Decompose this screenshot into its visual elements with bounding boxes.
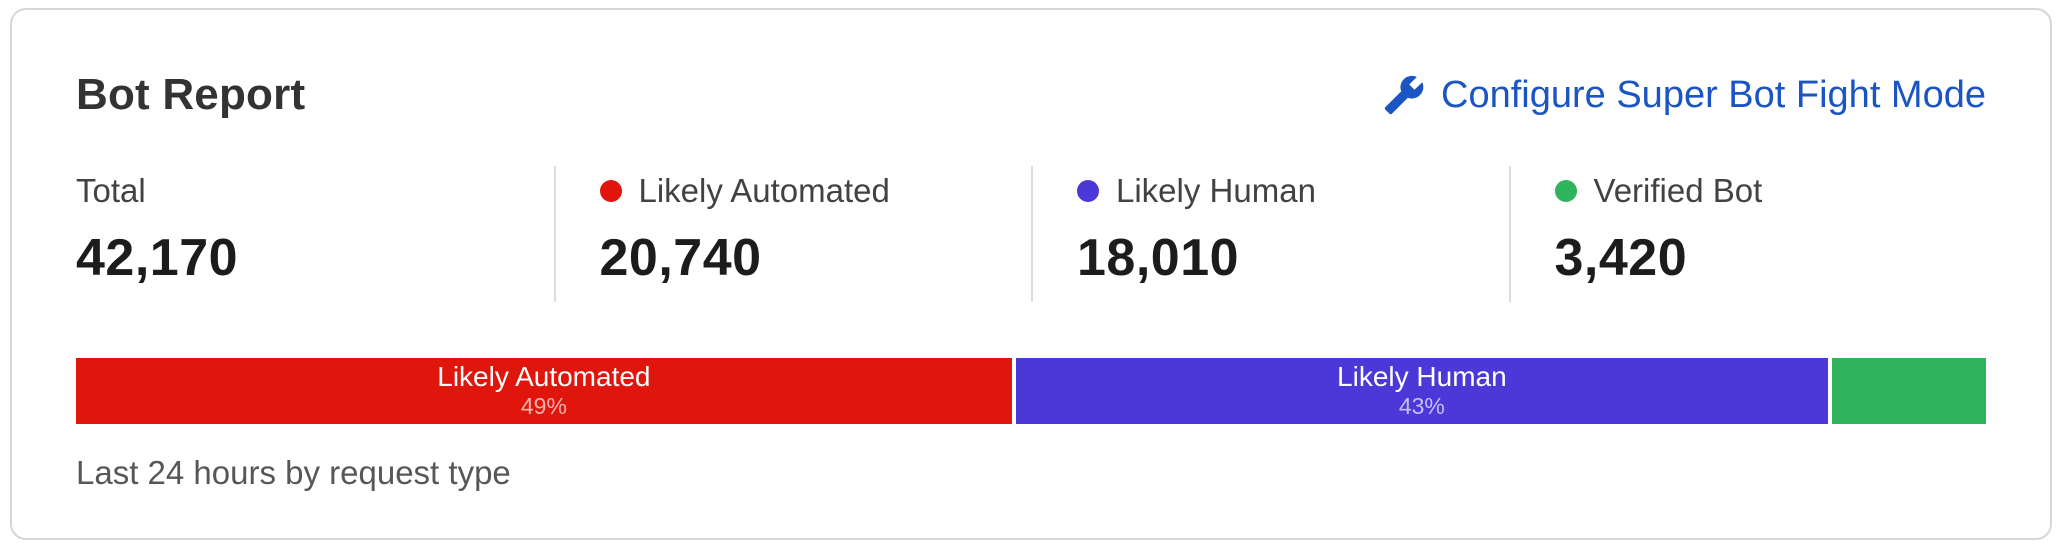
bot-report-card: Bot Report Configure Super Bot Fight Mod… bbox=[10, 8, 2052, 540]
stat-label: Verified Bot bbox=[1593, 172, 1763, 209]
configure-super-bot-fight-mode-link[interactable]: Configure Super Bot Fight Mode bbox=[1383, 74, 1986, 117]
wrench-icon bbox=[1383, 74, 1425, 116]
footnote: Last 24 hours by request type bbox=[76, 454, 511, 491]
stat-value: 3,420 bbox=[1554, 229, 1688, 287]
likely-automated-dot-icon bbox=[599, 180, 622, 202]
configure-link-label: Configure Super Bot Fight Mode bbox=[1441, 73, 1986, 116]
segment-label: Likely Human bbox=[1337, 361, 1507, 393]
stacked-bar: Likely Automated 49% Likely Human 43% bbox=[76, 358, 1986, 424]
bar-segment-verified-bot[interactable] bbox=[1831, 358, 1986, 424]
bar-segment-likely-human[interactable]: Likely Human 43% bbox=[1015, 358, 1828, 424]
segment-percent: 43% bbox=[1398, 393, 1445, 420]
card-header: Bot Report Configure Super Bot Fight Mod… bbox=[76, 70, 1986, 120]
stats-row: Total 42,170 Likely Automated 20,740 Lik… bbox=[76, 166, 1986, 302]
segment-percent: 49% bbox=[520, 393, 567, 420]
page-title: Bot Report bbox=[76, 70, 306, 119]
verified-bot-dot-icon bbox=[1554, 180, 1577, 202]
stat-value: 18,010 bbox=[1077, 229, 1240, 287]
segment-label: Likely Automated bbox=[437, 361, 651, 393]
stat-label: Total bbox=[76, 172, 146, 209]
stat-total: Total 42,170 bbox=[76, 166, 554, 302]
stat-label: Likely Automated bbox=[638, 172, 890, 209]
likely-human-dot-icon bbox=[1077, 180, 1099, 202]
stat-likely-human: Likely Human 18,010 bbox=[1031, 166, 1509, 302]
stat-value: 20,740 bbox=[599, 229, 762, 287]
stat-value: 42,170 bbox=[76, 229, 239, 287]
stat-likely-automated: Likely Automated 20,740 bbox=[553, 166, 1032, 302]
stat-verified-bot: Verified Bot 3,420 bbox=[1508, 166, 1987, 302]
bar-segment-likely-automated[interactable]: Likely Automated 49% bbox=[76, 358, 1012, 424]
stat-label: Likely Human bbox=[1116, 172, 1316, 209]
